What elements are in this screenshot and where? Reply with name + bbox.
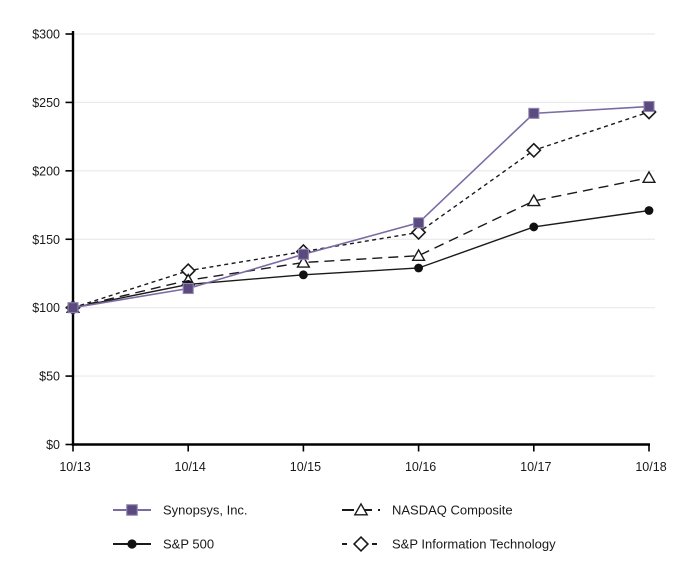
y-tick-label: $50 [39,370,60,384]
series-line [72,176,650,309]
series-line [72,105,650,309]
circle-marker-icon [529,222,539,232]
square-marker-icon [126,504,138,516]
triangle-marker-icon [411,248,426,261]
legend-item-s-p-information-technology: S&P Information Technology [342,535,556,553]
y-tick-label: $200 [32,164,60,178]
triangle-marker-icon [641,170,657,183]
series-line [72,209,650,309]
series-line [72,111,650,309]
y-tick-label: $250 [32,96,60,110]
legend-item-nasdaq-composite: NASDAQ Composite [342,502,513,518]
triangle-marker-icon [353,502,369,516]
diamond-marker-icon [352,535,370,553]
diamond-marker-icon [410,224,427,241]
legend-item-s-p-500: S&P 500 [113,537,214,552]
legend: Synopsys, Inc. NASDAQ Composite S&P 500 S&P… [113,502,556,553]
square-marker-icon [67,302,79,314]
legend-label: Synopsys, Inc. [163,503,248,518]
x-tick-label: 10/17 [520,460,551,474]
triangle-marker-icon [526,193,541,207]
y-tick-label: $150 [32,233,60,247]
x-tick-label: 10/16 [405,460,436,474]
x-tick-label: 10/13 [59,460,90,474]
y-tick-label: $100 [32,301,60,315]
series-synopsys-inc [67,100,655,314]
legend-label: S&P 500 [163,537,214,552]
x-tick-label: 10/15 [290,460,321,474]
circle-marker-icon [127,539,137,549]
legend-label: NASDAQ Composite [392,503,513,518]
square-marker-icon [297,248,309,260]
legend-item-synopsys-inc: Synopsys, Inc. [113,503,248,518]
circle-marker-icon [414,263,423,273]
x-tick-label: 10/18 [635,460,666,474]
series-s-p-information-technology [65,104,657,316]
circle-marker-icon [644,206,654,215]
x-tick-label: 10/14 [175,460,206,474]
diamond-marker-icon [526,142,542,159]
square-marker-icon [528,107,540,119]
gridlines [73,33,655,377]
axes: $0 $50 $100 $150 $200 $250 $300 10/13 10/14 10/15… [32,28,667,475]
square-marker-icon [643,100,655,113]
y-tick-label: $300 [32,28,60,42]
square-marker-icon [413,217,425,229]
triangle-marker-icon [296,255,311,268]
circle-marker-icon [299,270,308,280]
square-marker-icon [182,282,194,295]
y-tick-label: $0 [46,438,60,452]
legend-label: S&P Information Technology [392,537,556,552]
